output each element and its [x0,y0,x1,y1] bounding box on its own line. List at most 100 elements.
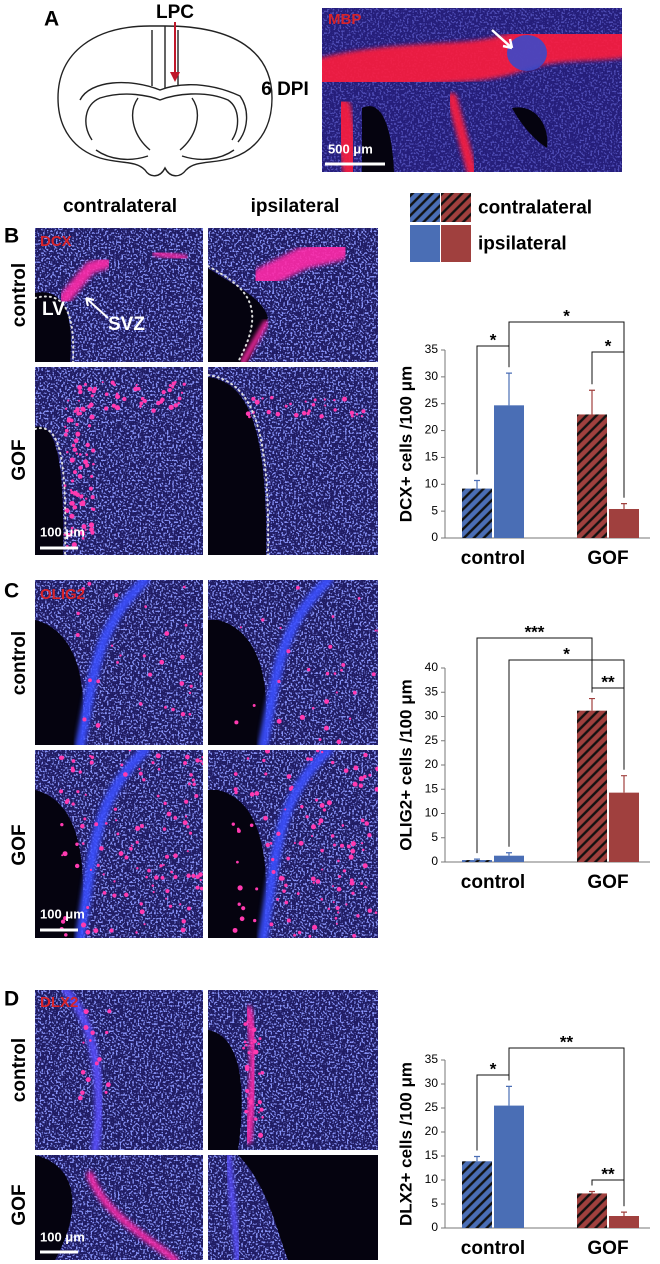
stain-dot [168,404,174,410]
stain-dot [350,848,356,854]
stain-dot [77,385,83,390]
stain-dot [253,918,257,923]
stain-dot [377,629,378,633]
stain-dot [364,821,370,826]
stain-dot [335,922,338,925]
row-label: control [9,1038,30,1102]
stain-dot [75,422,79,427]
stain-dot [351,891,355,895]
micrograph [35,990,203,1150]
stain-dot [194,793,199,798]
y-tick-label: 15 [425,1148,439,1162]
stain-dot [318,738,322,742]
stain-dot [374,787,378,792]
stain-dot [80,494,84,498]
stain-dot [110,644,114,647]
stain-dot [233,772,238,776]
micrograph [35,228,203,362]
stain-dot [165,888,170,894]
stain-dot [140,824,144,828]
stain-dot [63,432,68,437]
error-bar [621,503,627,509]
stain-dot [83,533,86,536]
dpi-label: 6 DPI [261,79,309,100]
legend-swatch [410,193,440,222]
stain-dot [335,905,340,911]
stain-dot [71,759,76,763]
row-label: GOF [9,439,30,480]
stain-dot [315,750,320,753]
stain-dot [110,380,115,385]
stain-dot [341,824,345,827]
stain-dot [72,505,78,510]
stain-dot [361,409,366,414]
ventricle [35,1155,73,1260]
stain-dot [263,815,268,821]
stain-dot [165,897,168,900]
stain-dot [352,933,357,938]
stain-dot [242,1046,245,1050]
stain-dot [254,1050,257,1054]
stain-dot [184,799,189,804]
stain-dot [75,633,80,638]
stain-dot [82,717,87,722]
y-axis-label: DCX+ cells /100 μm [396,366,415,522]
stain-dot [119,654,122,657]
stain-dot [284,404,288,408]
stain-dot [113,880,116,883]
stain-dot [341,662,346,667]
stain-dot [249,823,254,828]
stain-dot [374,629,377,632]
scale-label: 100 μm [40,1229,85,1244]
y-tick-label: 10 [425,806,439,820]
stain-dot [88,522,95,528]
stain-dot [77,1095,83,1101]
stain-dot [75,528,78,532]
bar [577,710,607,862]
stain-dot [114,593,119,598]
stain-dot [306,668,311,672]
significance-bracket [591,687,625,770]
stain-dot [360,818,365,823]
stain-dot [245,1088,250,1093]
stain-dot [88,486,93,491]
stain-dot [199,886,203,891]
stain-dot [72,447,78,452]
stain-dot [257,1100,262,1105]
stain-dot [352,690,357,695]
stain-dot [143,923,146,926]
stain-dot [162,864,165,867]
error-bar [589,1190,595,1194]
stain-dot [270,395,274,400]
micrographs [35,8,622,1260]
stain-dot [103,406,109,411]
stain-dot [168,383,172,387]
error-bar [621,775,627,793]
stain-dot [326,800,332,806]
ventricle [35,620,83,745]
stain-signal [252,239,349,289]
stain-dot [319,414,324,419]
stain-dot [231,822,235,826]
x-tick-label: GOF [587,548,628,569]
stain-dot [199,878,202,882]
ventricle-outline [35,295,75,362]
stain-dot [59,789,64,794]
brain-schematic [57,25,273,177]
stain-dot [60,755,65,760]
stain-dot [94,822,99,827]
stain-dot [185,754,190,760]
stain-dot [374,911,378,914]
stain-dot [124,892,129,898]
ventricle [208,1030,242,1150]
stain-dot [286,856,291,861]
stain-dot [234,720,239,725]
panel-letter: B [4,225,19,248]
stain-dot [151,761,155,765]
stain-dot [293,841,296,845]
stain-dot [251,1027,257,1033]
stain-dot [324,404,327,407]
stain-dot [86,905,90,910]
stain-dot [323,725,329,731]
